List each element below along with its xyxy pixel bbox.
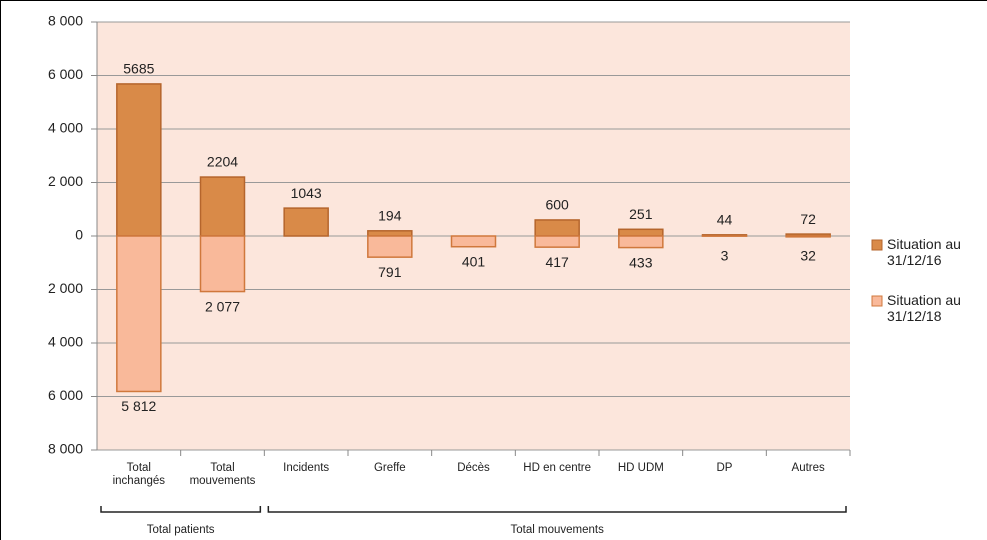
data-label: 72: [800, 211, 816, 227]
y-tick-label: 4 000: [48, 120, 83, 136]
data-label: 5 812: [121, 398, 156, 414]
x-tick-label: DP: [717, 462, 733, 474]
data-label: 600: [545, 197, 569, 213]
bar: [618, 235, 664, 249]
bar: [199, 235, 246, 293]
data-label: 791: [378, 264, 402, 280]
data-label: 194: [378, 208, 402, 224]
x-tick-label: HD en centre: [523, 462, 591, 474]
y-tick-label: 2 000: [48, 280, 83, 296]
x-tick-label: Décès: [457, 462, 490, 474]
data-label: 1043: [291, 185, 322, 201]
x-tick-label: Incidents: [283, 462, 329, 474]
bar: [116, 83, 162, 237]
data-label: 433: [629, 254, 653, 270]
bar: [283, 207, 329, 237]
bar: [450, 235, 497, 248]
y-tick-label: 8 000: [48, 13, 83, 29]
data-label: 2204: [207, 154, 238, 170]
bar: [367, 230, 413, 237]
data-label: 417: [545, 254, 569, 270]
data-label: 401: [462, 253, 486, 269]
legend-label: Situation au 31/12/16: [887, 236, 961, 268]
data-label: 251: [629, 206, 653, 222]
legend-label: Situation au 31/12/18: [887, 292, 961, 324]
y-tick-label: 6 000: [48, 387, 83, 403]
x-tick-label: HD UDM: [618, 462, 664, 474]
y-tick-label: 2 000: [48, 173, 83, 189]
bar: [534, 235, 580, 248]
x-tick-label: Total inchangés: [113, 462, 166, 487]
group-bracket: [267, 506, 847, 513]
bar: [534, 219, 580, 237]
legend-swatch: [871, 295, 883, 307]
bar: [785, 235, 831, 238]
bar: [367, 235, 413, 258]
group-label: Total patients: [147, 524, 215, 536]
data-label: 32: [800, 248, 816, 264]
bar: [618, 228, 664, 237]
data-label: 5685: [123, 61, 154, 77]
y-tick-label: 6 000: [48, 66, 83, 82]
y-tick-label: 8 000: [48, 441, 83, 457]
data-label: 2 077: [205, 298, 240, 314]
legend-swatch: [871, 239, 883, 251]
x-tick-label: Total mouvements: [190, 462, 256, 487]
group-bracket: [100, 506, 262, 513]
data-label: 44: [717, 212, 733, 228]
group-label: Total mouvements: [511, 524, 605, 536]
y-tick-label: 0: [75, 227, 83, 243]
y-tick-label: 4 000: [48, 334, 83, 350]
x-tick-label: Greffe: [374, 462, 406, 474]
data-label: 3: [721, 248, 729, 264]
x-tick-label: Autres: [792, 462, 825, 474]
bar: [116, 235, 162, 393]
bar: [199, 176, 246, 237]
